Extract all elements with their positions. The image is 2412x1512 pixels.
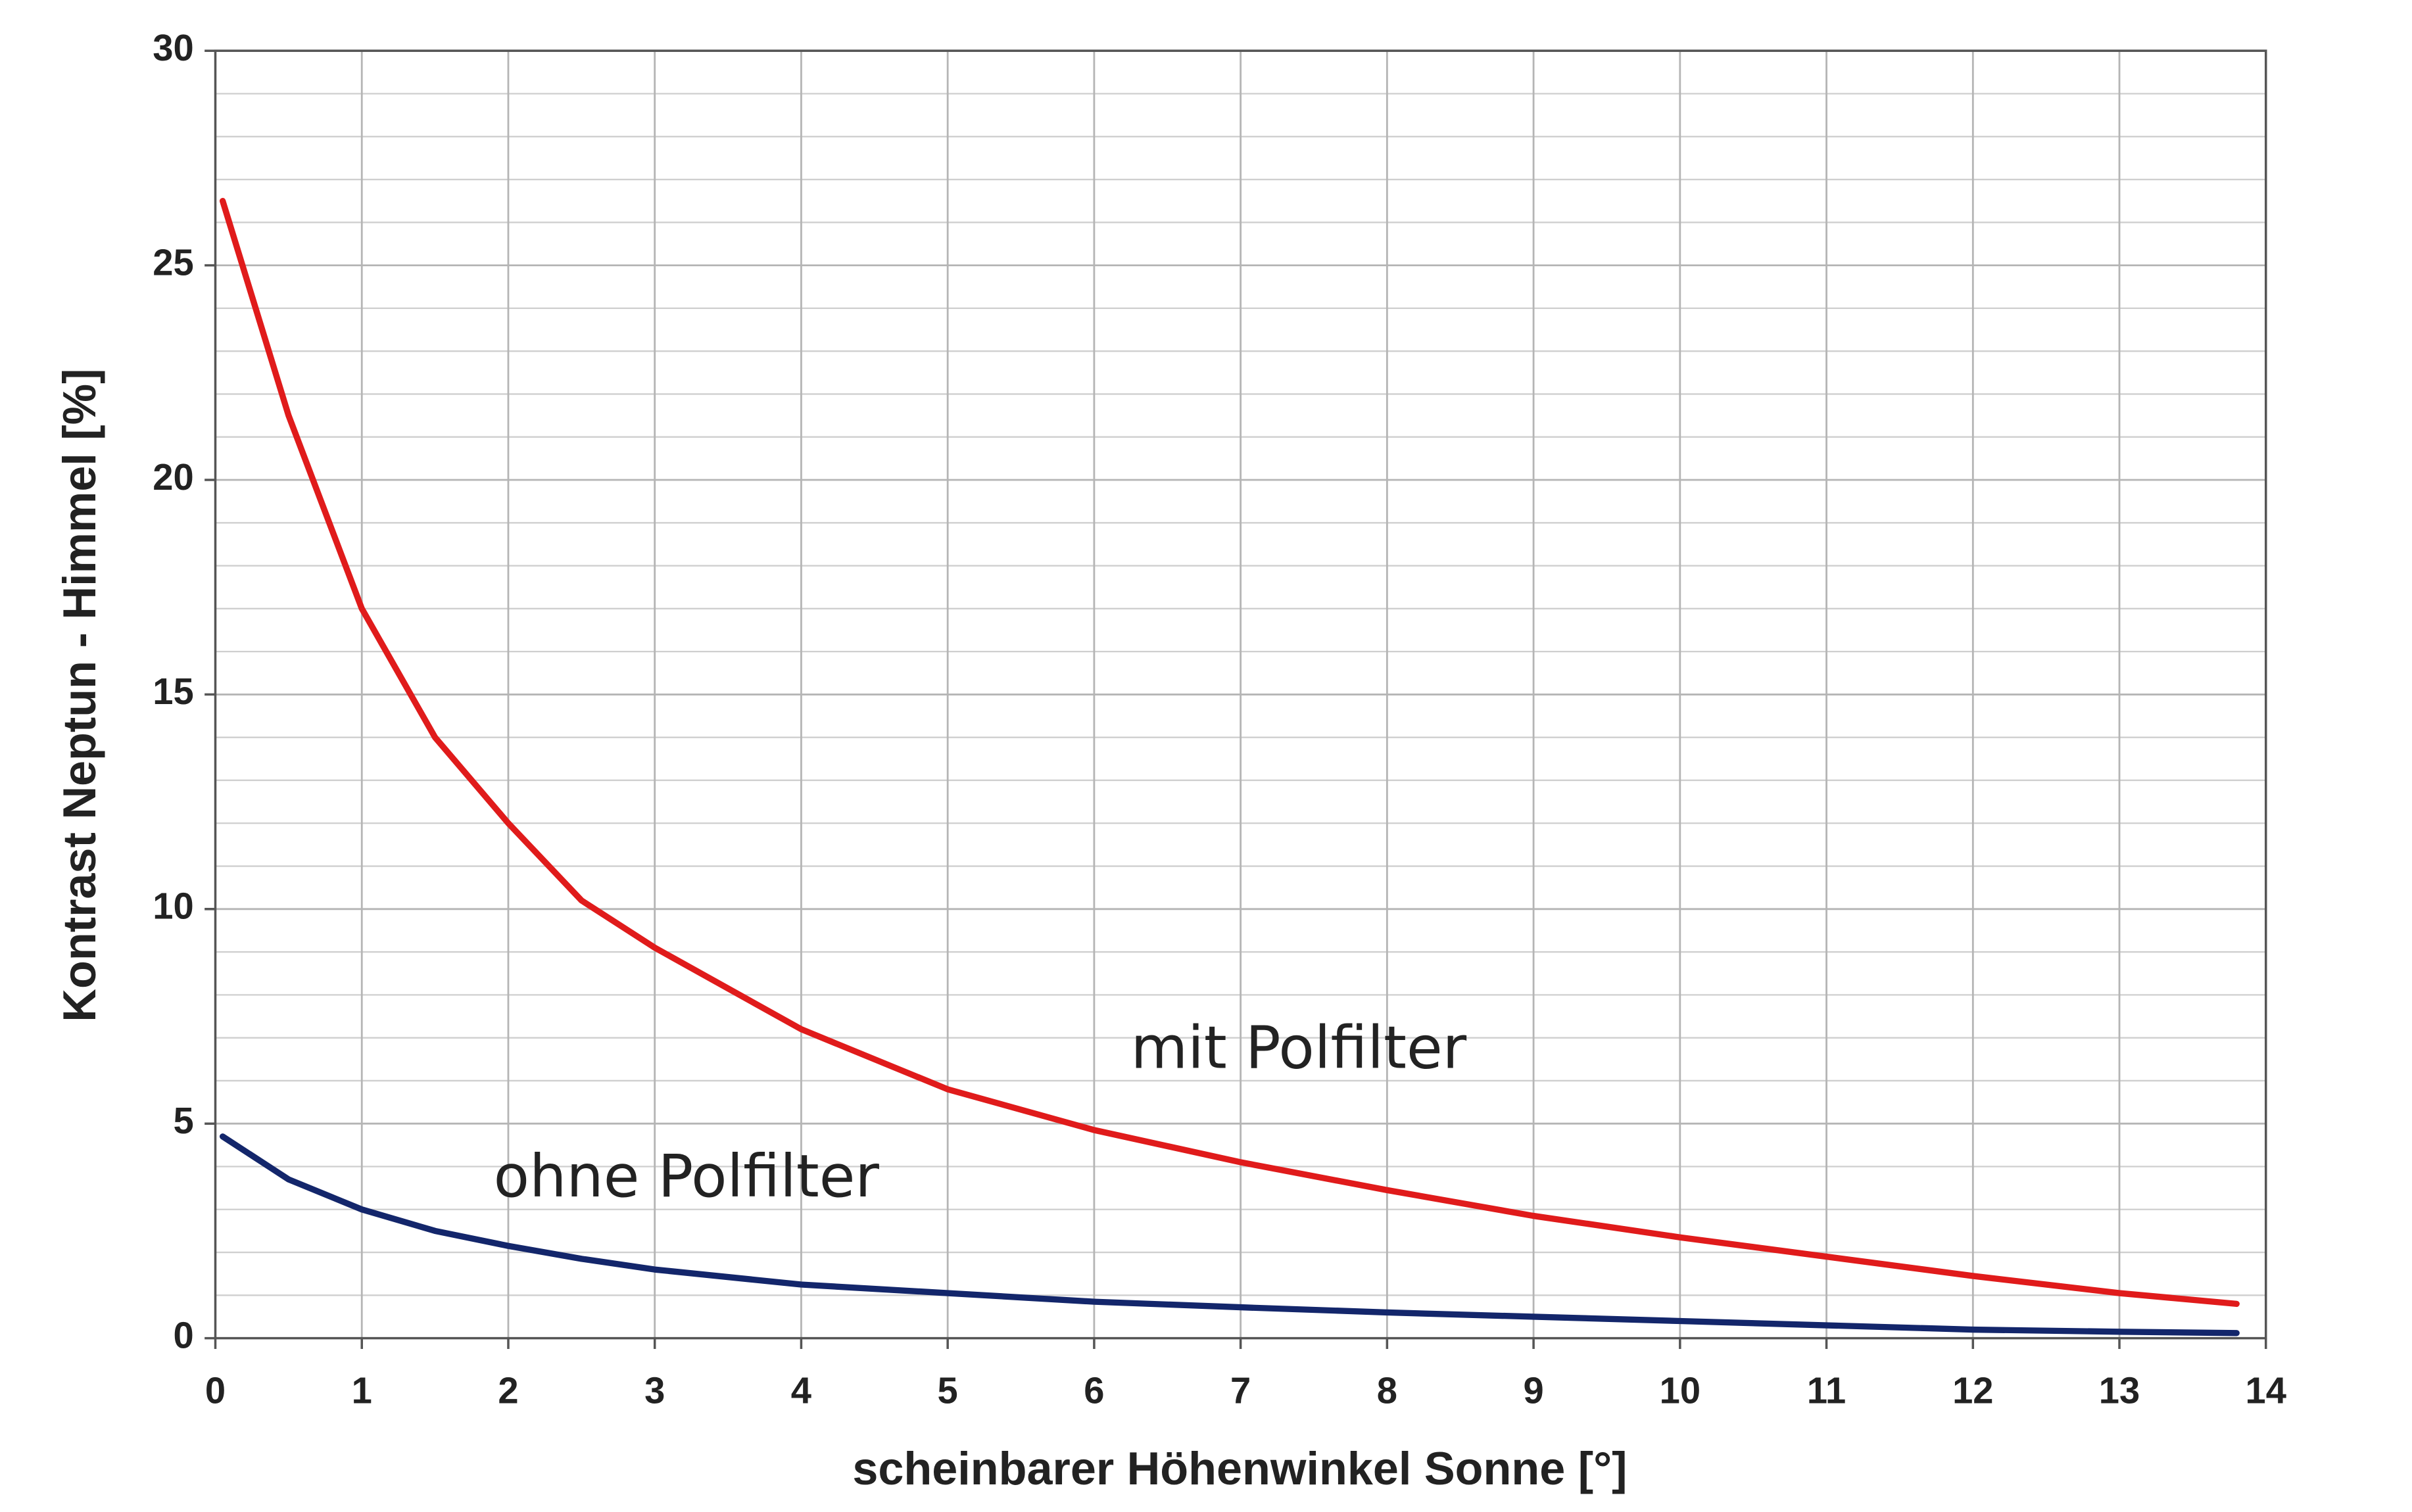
data-line [219, 1133, 2240, 1336]
series-label: ohne Polfilter [494, 1142, 880, 1210]
y-tick-label: 5 [174, 1100, 194, 1141]
x-tick-label: 10 [1660, 1370, 1700, 1411]
x-tick-label: 6 [1084, 1370, 1104, 1411]
y-tick-label: 25 [153, 241, 193, 283]
x-tick-label: 5 [938, 1370, 958, 1411]
series-label: mit Polfilter [1131, 1013, 1467, 1081]
x-tick-label: 14 [2246, 1370, 2286, 1411]
x-tick-label: 0 [205, 1370, 226, 1411]
y-tick-label: 10 [153, 886, 193, 927]
plot [219, 198, 2240, 1336]
x-tick-label: 11 [1807, 1370, 1846, 1411]
y-tick-label: 0 [174, 1314, 194, 1356]
x-tick-label: 2 [498, 1370, 518, 1411]
x-tick-label: 13 [2099, 1370, 2140, 1411]
x-tick-label: 8 [1377, 1370, 1397, 1411]
x-tick-label: 4 [791, 1370, 811, 1411]
y-tick-label: 15 [153, 671, 193, 712]
grid [214, 49, 2267, 1340]
x-tick-label: 1 [352, 1370, 372, 1411]
y-tick-label: 30 [153, 27, 193, 68]
x-axis-title: scheinbarer Höhenwinkel Sonne [°] [852, 1442, 1627, 1494]
y-tick-label: 20 [153, 456, 193, 498]
y-axis-title: Kontrast Neptun - Himmel [%] [53, 368, 105, 1022]
data-line [219, 198, 2240, 1308]
x-tick-label: 9 [1523, 1370, 1543, 1411]
x-tick-label: 12 [1952, 1370, 1993, 1411]
x-tick-label: 3 [644, 1370, 665, 1411]
x-tick-label: 7 [1230, 1370, 1251, 1411]
